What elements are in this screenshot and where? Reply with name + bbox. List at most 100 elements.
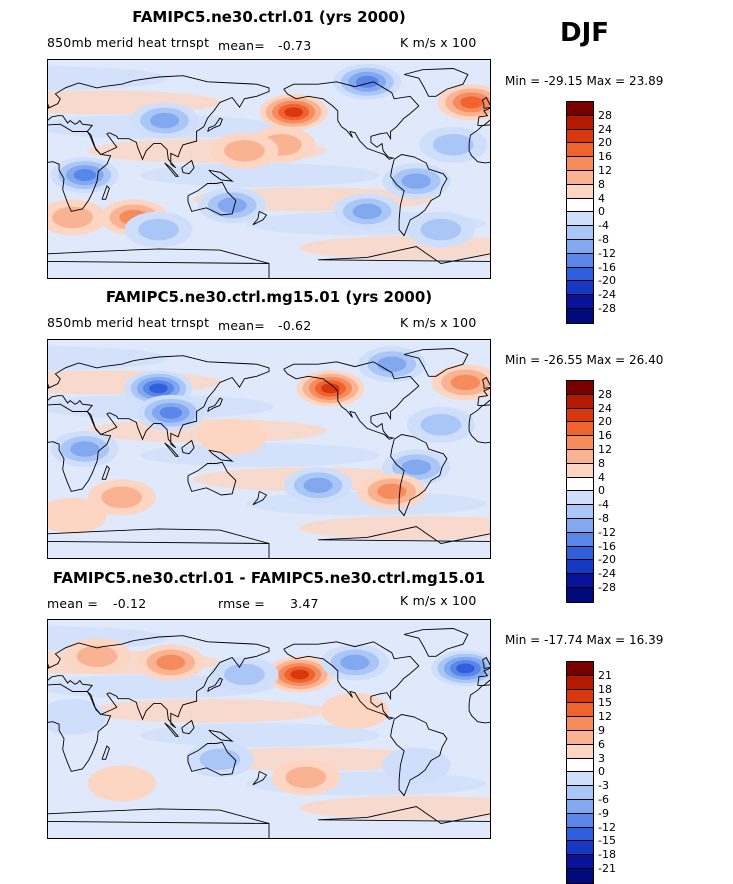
colorbar-swatch <box>567 239 593 254</box>
weak-anomaly-band <box>140 723 380 748</box>
coastline <box>48 528 270 558</box>
coastline <box>101 185 110 200</box>
coastline <box>181 719 195 735</box>
colorbar-swatch <box>567 477 593 492</box>
colorbar-swatch <box>567 394 593 409</box>
coastline <box>207 397 223 412</box>
panel3-title: FAMIPC5.ne30.ctrl.01 - FAMIPC5.ne30.ctrl… <box>52 569 486 587</box>
coastline <box>48 103 50 108</box>
panel2-colorbar <box>566 380 594 603</box>
panel1-colorbar <box>566 101 594 324</box>
colorbar-tick-label: -28 <box>598 302 616 315</box>
colorbar-tick-label: 16 <box>598 150 612 164</box>
colorbar-swatch <box>567 308 593 323</box>
colorbar-tick-label: 8 <box>598 177 605 191</box>
coastline <box>48 248 270 278</box>
contour-fill <box>377 483 407 500</box>
panel2-max-value: 26.40 <box>629 353 664 367</box>
colorbar-tick-label: -16 <box>598 539 616 553</box>
panel1-min-label: Min = <box>505 74 541 88</box>
colorbar-tick-label: -28 <box>598 581 616 594</box>
colorbar-tick-label: -16 <box>598 260 616 274</box>
colorbar-swatch <box>567 491 593 506</box>
panel3-colorbar <box>566 661 594 884</box>
colorbar-tick-label: -12 <box>598 820 616 834</box>
panel3-map <box>47 619 491 839</box>
panel2-mean-label: mean= <box>218 318 265 333</box>
contour-fill <box>156 654 186 671</box>
coastline <box>181 439 195 455</box>
panel1-max-label: Max = <box>586 74 626 88</box>
weak-anomaly-band <box>299 795 490 820</box>
colorbar-tick-label: -4 <box>598 219 609 233</box>
colorbar-tick-label: 20 <box>598 415 612 429</box>
colorbar-swatch <box>567 730 593 745</box>
contour-fill <box>352 203 382 220</box>
coastline <box>187 741 237 776</box>
contour-fill <box>377 356 407 372</box>
panel3-mean-label: mean = <box>47 596 99 611</box>
panel3-rmse-label: rmse = <box>218 596 265 611</box>
colorbar-tick-label: 4 <box>598 470 605 484</box>
colorbar-swatch <box>567 436 593 450</box>
colorbar-swatch <box>567 129 593 144</box>
coastline <box>208 729 234 742</box>
coastline <box>48 663 50 668</box>
colorbar-swatch <box>567 772 593 787</box>
colorbar-swatch <box>567 518 593 533</box>
panel1-contour-plot <box>48 60 490 278</box>
colorbar-swatch <box>567 505 593 519</box>
colorbar-tick-label: 0 <box>598 205 605 219</box>
contour-fill <box>52 206 93 229</box>
colorbar-swatch <box>567 157 593 171</box>
contour-fill <box>340 654 370 671</box>
coastline <box>283 81 420 160</box>
colorbar-tick-label: 12 <box>598 164 612 177</box>
panel3-minmax: Min = -17.74 Max = 16.39 <box>505 633 663 647</box>
panel3-rmse-value: 3.47 <box>290 596 319 611</box>
contour-fill <box>460 96 483 109</box>
panel3-max-label: Max = <box>586 633 626 647</box>
colorbar-swatch <box>567 841 593 856</box>
contour-fill <box>76 645 118 668</box>
panel2-map <box>47 339 491 559</box>
contour-fill <box>284 107 303 117</box>
colorbar-swatch <box>567 532 593 547</box>
coastline <box>164 162 180 177</box>
contour-fill <box>355 75 379 88</box>
colorbar-tick-label: -21 <box>598 862 616 875</box>
coastline <box>403 348 469 377</box>
coastline <box>318 246 490 264</box>
coastline <box>318 806 490 824</box>
colorbar-swatch <box>567 449 593 464</box>
colorbar-tick-label: 24 <box>598 401 612 415</box>
contour-fill <box>138 218 179 241</box>
contour-fill <box>48 698 107 735</box>
contour-fill <box>401 459 431 475</box>
colorbar-tick-label: -12 <box>598 246 616 260</box>
panel1-units: K m/s x 100 <box>400 35 477 50</box>
panel1-max-value: 23.89 <box>629 74 664 88</box>
contour-fill <box>87 765 156 802</box>
colorbar-tick-label: -3 <box>598 779 609 793</box>
coastline <box>101 465 110 480</box>
coastline <box>390 714 448 797</box>
colorbar-swatch <box>567 855 593 869</box>
colorbar-swatch <box>567 868 593 883</box>
coastline <box>252 770 268 786</box>
contour-fill <box>73 169 97 182</box>
colorbar-swatch <box>567 253 593 268</box>
colorbar-swatch <box>567 758 593 773</box>
colorbar-tick-label: 12 <box>598 443 612 456</box>
coastline <box>252 210 268 226</box>
coastline <box>207 677 223 692</box>
contour-fill <box>285 766 327 789</box>
panel1-title: FAMIPC5.ne30.ctrl.01 (yrs 2000) <box>132 8 406 26</box>
coastline <box>403 68 469 97</box>
coastline <box>48 123 112 212</box>
colorbar-tick-label: -6 <box>598 793 609 806</box>
coastline <box>48 383 50 388</box>
colorbar-tick-label: -18 <box>598 848 616 862</box>
contour-fill <box>150 112 180 129</box>
coastline <box>48 403 112 492</box>
